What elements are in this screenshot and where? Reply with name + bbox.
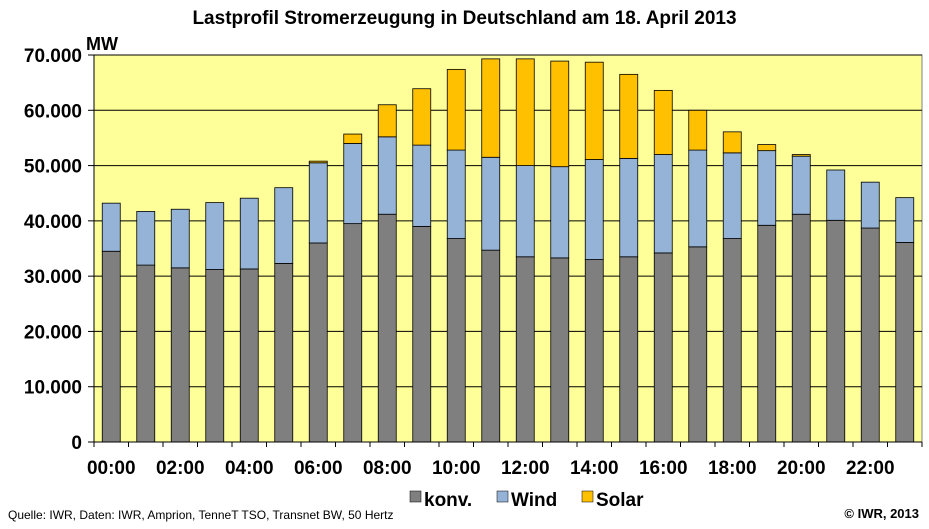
bar-konv [101,250,121,443]
bar-solar [584,61,604,160]
x-tick-label: 12:00 [501,458,550,479]
x-tick-label: 06:00 [294,458,343,479]
x-tick-label: 16:00 [639,458,688,479]
legend-swatch-konv [409,490,422,503]
bar-solar [791,154,811,157]
x-tick-label: 22:00 [846,458,895,479]
legend-label-konv: konv. [424,490,472,511]
bar-konv [343,223,363,443]
y-tick-label: 50.000 [24,157,82,178]
legend: konv. Wind Solar [409,490,644,511]
source-note: Quelle: IWR, Daten: IWR, Amprion, TenneT… [8,508,394,522]
legend-label-solar: Solar [596,490,644,511]
bar-wind [205,202,225,270]
axes-group: 0 10.000 20.000 30.000 40.000 50.000 60.000 70.… [24,46,923,479]
y-axis-unit-label: MW [86,34,118,54]
y-tick-label: 10.000 [24,378,82,399]
bar-wind [377,136,397,215]
bar-wind [826,169,846,221]
bar-wind [619,157,639,258]
bar-solar [688,109,708,151]
bar-konv [308,242,328,443]
bar-wind [584,159,604,260]
legend-label-wind: Wind [511,490,557,511]
bar-konv [619,256,639,443]
y-tick-label: 0 [71,433,82,454]
bar-konv [826,219,846,443]
bar-solar [550,60,570,168]
bar-wind [757,150,777,226]
bar-solar [446,68,466,151]
x-tick-label: 08:00 [363,458,412,479]
bar-wind [550,166,570,259]
bar-konv [239,268,259,443]
bar-wind [136,211,156,266]
x-tick-label: 20:00 [777,458,826,479]
bar-wind [791,155,811,215]
bar-wind [170,208,190,269]
bar-wind [722,152,742,239]
chart-title: Lastprofil Stromerzeugung in Deutschland… [192,8,737,29]
y-tick-label: 20.000 [24,322,82,343]
y-tick-label: 30.000 [24,267,82,288]
bar-wind [343,143,363,225]
bar-solar [515,58,535,166]
bar-konv [136,264,156,443]
bar-konv [377,213,397,443]
bar-solar [412,88,432,146]
bar-konv [481,249,501,443]
plot-area [93,54,923,443]
bar-solar [653,89,673,155]
bar-wind [274,187,294,264]
bar-wind [308,162,328,244]
y-tick-label: 70.000 [24,46,82,67]
x-tick-label: 04:00 [225,458,274,479]
bar-konv [412,225,432,443]
bar-wind [688,149,708,248]
bar-konv [515,256,535,443]
bar-wind [653,154,673,254]
x-tick-label: 02:00 [156,458,205,479]
x-tick-label: 00:00 [87,458,136,479]
y-tick-label: 40.000 [24,212,82,233]
bar-solar [308,160,328,164]
bar-wind [412,144,432,227]
bar-solar [481,58,501,158]
gridlines [94,54,922,388]
bar-konv [446,238,466,443]
bar-konv [757,224,777,443]
bar-konv [791,213,811,443]
x-tick-label: 10:00 [432,458,481,479]
bar-solar [343,133,363,144]
bar-konv [688,246,708,443]
bar-konv [722,238,742,443]
bar-wind [239,197,259,270]
bar-konv [653,252,673,443]
bar-wind [515,165,535,258]
bar-solar [722,131,742,154]
bar-konv [895,242,915,443]
bar-wind [860,181,880,229]
legend-swatch-wind [496,490,509,503]
bar-konv [205,269,225,443]
bar-konv [860,227,880,443]
x-tick-label: 18:00 [708,458,757,479]
copyright: © IWR, 2013 [844,506,919,521]
bar-wind [895,197,915,243]
bar-wind [481,156,501,251]
bars-group [101,58,915,443]
bar-solar [377,104,397,138]
bar-konv [584,259,604,443]
bar-solar [757,144,777,152]
y-tick-label: 60.000 [24,101,82,122]
bar-solar [619,73,639,159]
bar-wind [446,149,466,239]
x-tick-label: 14:00 [570,458,619,479]
legend-swatch-solar [581,490,594,503]
bar-konv [170,267,190,443]
bar-konv [550,257,570,443]
bar-wind [101,202,121,252]
bar-konv [274,263,294,443]
